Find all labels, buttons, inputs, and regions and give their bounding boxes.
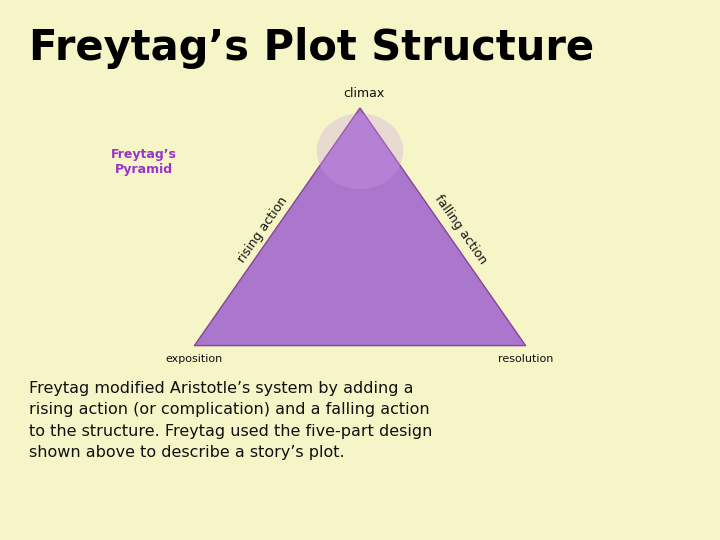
Ellipse shape <box>317 113 403 189</box>
Polygon shape <box>194 108 526 346</box>
Text: climax: climax <box>343 87 384 100</box>
Text: rising action: rising action <box>235 194 290 265</box>
Text: falling action: falling action <box>432 192 490 267</box>
Text: Freytag’s Plot Structure: Freytag’s Plot Structure <box>29 27 594 69</box>
Text: Freytag modified Aristotle’s system by adding a
rising action (or complication) : Freytag modified Aristotle’s system by a… <box>29 381 432 461</box>
Text: resolution: resolution <box>498 354 553 364</box>
Text: exposition: exposition <box>166 354 223 364</box>
Text: Freytag’s
Pyramid: Freytag’s Pyramid <box>111 148 177 176</box>
